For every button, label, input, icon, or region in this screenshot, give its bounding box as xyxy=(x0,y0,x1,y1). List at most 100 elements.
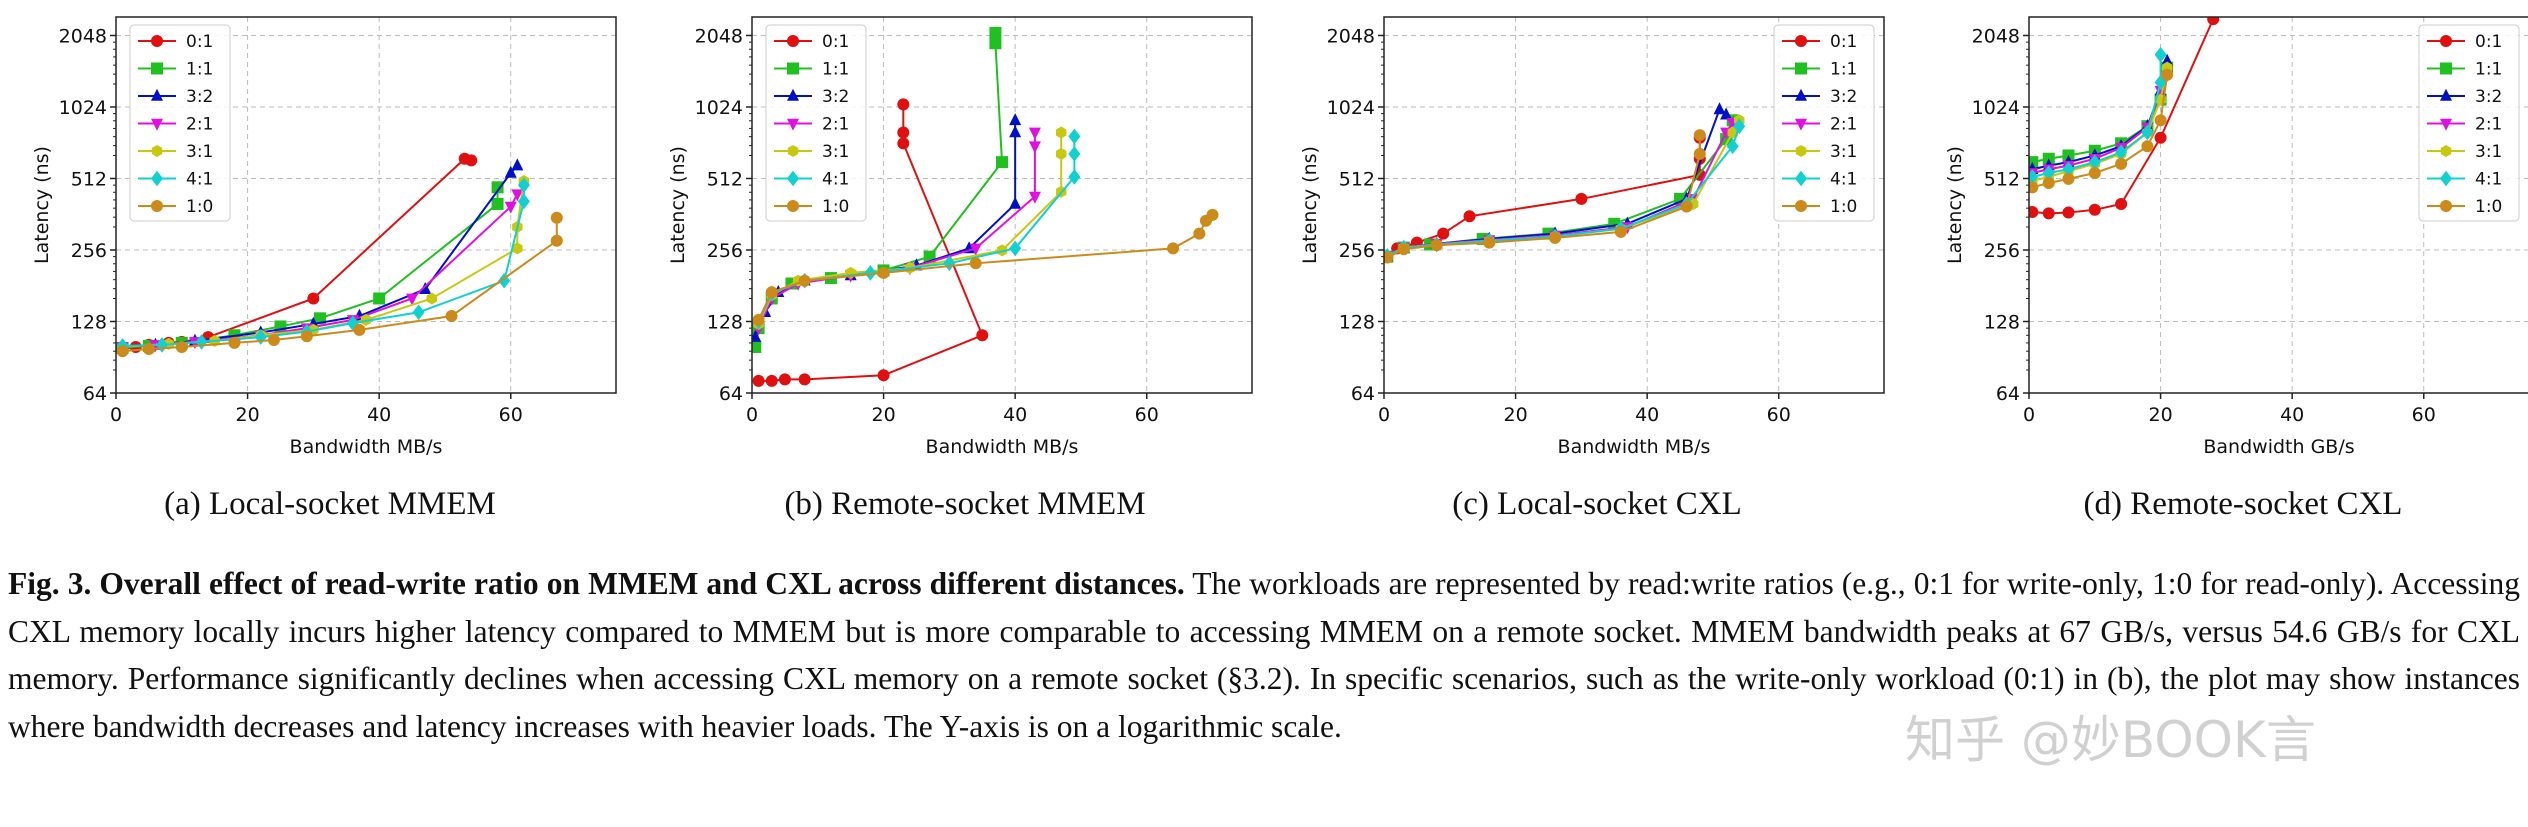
data-point xyxy=(426,292,437,305)
data-point xyxy=(2115,144,2128,161)
legend-item: 2:1 xyxy=(1782,115,1857,135)
series-0-1 xyxy=(752,98,989,387)
x-axis-label: Bandwidth MB/s xyxy=(926,436,1079,458)
data-point xyxy=(752,340,762,353)
legend: 0:1 1:1 3:2 2:1 3:1 4:1 1:0 xyxy=(1773,24,1875,222)
circle-marker-icon xyxy=(1795,35,1807,47)
square-marker-icon xyxy=(2440,62,2452,75)
chart-b: 64 128 256 512 1024 2048 0 20 40 60 Bandwidth MB/s… xyxy=(667,16,1253,458)
data-point xyxy=(1384,251,1394,264)
legend-item: 0:1 xyxy=(138,32,213,52)
x-tick-label: 40 xyxy=(1635,404,1659,426)
data-point xyxy=(360,313,372,326)
legend-item: 1:1 xyxy=(774,60,849,80)
y-tick-label: 64 xyxy=(83,383,107,405)
figure-caption: Fig. 3. Overall effect of read-write rat… xyxy=(8,560,2520,750)
legend-label: 1:0 xyxy=(822,197,849,217)
legend-label: 3:1 xyxy=(186,142,213,162)
data-point xyxy=(2029,156,2039,169)
legend-item: 1:1 xyxy=(2427,60,2502,80)
diamond-marker-icon xyxy=(151,170,163,187)
circle-marker-icon xyxy=(2440,35,2452,47)
data-point xyxy=(1549,231,1562,244)
data-point xyxy=(406,293,419,306)
data-point xyxy=(798,274,811,287)
chart-a: 64 128 256 512 1024 2048 0 20 40 60 Bandwidth MB/s… xyxy=(31,16,617,458)
triangle-up-marker-icon xyxy=(1795,88,1807,101)
x-tick-label: 60 xyxy=(1767,404,1791,426)
data-point xyxy=(491,181,504,194)
legend-item: 1:0 xyxy=(2427,197,2502,217)
x-axis-label: Bandwidth MB/s xyxy=(290,436,443,458)
data-point xyxy=(1693,147,1706,160)
legend-label: 3:1 xyxy=(2475,142,2502,162)
y-tick-label: 1024 xyxy=(1327,97,1375,119)
y-tick-label: 2048 xyxy=(1972,25,2020,47)
y-tick-label: 2048 xyxy=(59,25,107,47)
data-point xyxy=(1483,236,1496,249)
x-tick-label: 40 xyxy=(1003,404,1027,426)
triangle-up-marker-icon xyxy=(151,88,163,101)
data-point xyxy=(989,37,1002,50)
hexagon-marker-icon xyxy=(1795,145,1807,157)
series-1-0 xyxy=(2029,68,2174,194)
data-point xyxy=(923,250,936,263)
legend-label: 0:1 xyxy=(1830,32,1857,52)
legend-label: 4:1 xyxy=(186,170,213,190)
legend-item: 1:1 xyxy=(138,60,213,80)
data-point xyxy=(1614,225,1627,238)
legend-label: 1:1 xyxy=(2475,60,2502,80)
data-point xyxy=(778,373,791,386)
data-point xyxy=(2207,17,2220,26)
data-point xyxy=(1463,210,1476,223)
x-tick-label: 60 xyxy=(2412,404,2436,426)
data-point xyxy=(1680,200,1693,213)
data-point xyxy=(116,345,129,358)
data-point xyxy=(864,265,877,281)
x-tick-label: 0 xyxy=(746,404,758,426)
legend-label: 3:1 xyxy=(822,142,849,162)
triangle-up-marker-icon xyxy=(2440,88,2452,101)
legend-label: 1:0 xyxy=(2475,197,2502,217)
data-point xyxy=(2062,161,2075,178)
legend-label: 4:1 xyxy=(822,170,849,190)
data-point xyxy=(1056,126,1067,139)
data-point xyxy=(2062,172,2075,185)
data-point xyxy=(307,292,320,305)
data-point xyxy=(1068,169,1081,185)
data-point xyxy=(2154,46,2167,63)
square-marker-icon xyxy=(1795,62,1807,75)
y-tick-label: 256 xyxy=(1984,240,2020,262)
data-point xyxy=(1575,192,1588,205)
y-tick-label: 512 xyxy=(1984,168,2020,190)
x-tick-label: 20 xyxy=(871,404,895,426)
legend-item: 1:0 xyxy=(1782,197,1857,217)
data-point xyxy=(989,26,1002,39)
x-axis-label: Bandwidth GB/s xyxy=(2203,436,2354,458)
subcaption-c: (c) Local-socket CXL xyxy=(1452,486,1742,522)
y-tick-label: 1024 xyxy=(1972,97,2020,119)
legend-label: 2:1 xyxy=(186,115,213,135)
data-point xyxy=(2161,68,2174,81)
hexagon-marker-icon xyxy=(2440,145,2452,157)
legend-label: 3:1 xyxy=(1830,142,1857,162)
legend-label: 4:1 xyxy=(1830,170,1857,190)
y-tick-label: 256 xyxy=(1339,240,1375,262)
chart-d: 64 128 256 512 1024 2048 0 20 40 60 Bandwidth GB/s… xyxy=(1944,16,2528,458)
legend-label: 1:1 xyxy=(1830,60,1857,80)
triangle-down-marker-icon xyxy=(151,118,163,131)
legend-label: 0:1 xyxy=(2475,32,2502,52)
data-point xyxy=(2141,124,2154,141)
y-tick-label: 512 xyxy=(707,168,743,190)
series-group xyxy=(1384,102,1746,264)
y-tick-label: 128 xyxy=(1984,311,2020,333)
x-tick-label: 40 xyxy=(367,404,391,426)
legend-item: 3:1 xyxy=(138,142,213,162)
subcaption-b: (b) Remote-socket MMEM xyxy=(784,486,1146,522)
legend-label: 4:1 xyxy=(2475,170,2502,190)
legend-label: 2:1 xyxy=(2475,115,2502,135)
data-point xyxy=(765,286,778,299)
hexagon-marker-icon xyxy=(787,145,799,157)
subcaption-a: (a) Local-socket MMEM xyxy=(164,486,496,522)
x-tick-label: 0 xyxy=(110,404,122,426)
